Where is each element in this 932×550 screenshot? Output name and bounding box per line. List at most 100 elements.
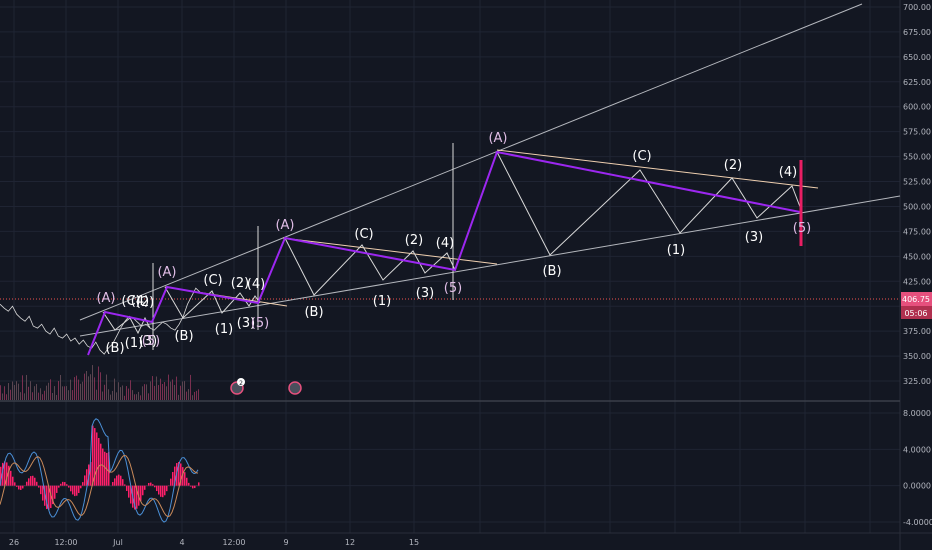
macd-hist-bar: [150, 482, 152, 486]
price-tick-label: 475.00: [903, 227, 931, 236]
volume-bar: [162, 384, 163, 400]
macd-hist-bar: [118, 474, 120, 486]
volume-bar: [78, 379, 79, 400]
macd-hist-bar: [14, 482, 16, 486]
macd-hist-bar: [182, 467, 184, 486]
price-tick-label: 550.00: [903, 153, 931, 162]
volume-bar: [38, 392, 39, 400]
wave-label: (B): [105, 341, 124, 356]
time-axis[interactable]: 26 12:00 Jul 4 12:00 9 12 15: [9, 538, 419, 547]
macd-hist-bar: [48, 485, 50, 510]
macd-hist-bar: [160, 485, 162, 497]
macd-hist-bar: [116, 475, 118, 486]
wave-label: (4): [779, 165, 797, 180]
volume-bar: [180, 385, 181, 400]
macd-hist-bar: [180, 463, 182, 486]
volume-bar: [80, 383, 81, 400]
channel-upper-line[interactable]: [79, 3, 863, 321]
volume-bar: [134, 394, 135, 400]
macd-hist-bar: [86, 469, 88, 486]
macd-hist-bar: [6, 462, 8, 486]
macd-hist-bar: [90, 461, 92, 486]
volume-bar: [60, 374, 61, 400]
volume-bar: [140, 395, 141, 400]
volume-bar: [174, 384, 175, 400]
volume-bar: [28, 386, 29, 400]
trendline-wave-3[interactable]: [496, 149, 819, 189]
time-tick-label: 9: [283, 538, 288, 547]
macd-hist-bar: [166, 485, 168, 492]
volume-bar: [182, 381, 183, 400]
wave-zigzag-2[interactable]: [284, 237, 456, 296]
macd-hist-bar: [42, 485, 44, 501]
macd-hist-bar: [126, 485, 128, 491]
macd-hist-bar: [66, 484, 68, 486]
volume-bar: [114, 378, 115, 400]
macd-hist-bar: [92, 425, 94, 486]
wave-label: (3): [745, 230, 763, 245]
price-tick-label: 700.00: [903, 3, 931, 12]
volume-bar: [50, 379, 51, 400]
wave-label: (B): [174, 329, 193, 344]
macd-hist-bar: [96, 432, 98, 486]
volume-bar: [12, 381, 13, 400]
volume-bar: [158, 385, 159, 400]
macd-hist-bar: [152, 484, 154, 486]
wave-impulse-purple[interactable]: [87, 150, 801, 356]
macd-tick-label: 8.0000: [903, 409, 931, 418]
wave-zigzag-3[interactable]: [496, 151, 803, 256]
volume-bar: [156, 376, 157, 400]
macd-hist-bar: [174, 466, 176, 486]
current-price-value: 406.75: [902, 295, 930, 304]
wave-label: (1): [125, 336, 143, 351]
volume-bar: [184, 381, 185, 400]
volume-bar: [56, 394, 57, 400]
volume-bar: [68, 390, 69, 400]
macd-hist-bar: [8, 465, 10, 486]
trendline-wave-2[interactable]: [282, 237, 498, 265]
price-tick-label: 525.00: [903, 178, 931, 187]
event-badge-1[interactable]: 2: [230, 378, 245, 395]
time-tick-label: 12: [345, 538, 355, 547]
macd-hist-bar: [62, 481, 64, 486]
wave-zigzag-1[interactable]: [164, 286, 261, 319]
price-tick-label: 500.00: [903, 202, 931, 211]
wave-label: (C): [121, 294, 140, 309]
wave-label: (4): [436, 236, 454, 251]
macd-hist-bar: [64, 482, 66, 486]
macd-tick-label: 4.0000: [903, 445, 931, 454]
macd-axis[interactable]: 8.0000 4.0000 0.0000 -4.0000: [903, 409, 932, 527]
macd-hist-bar: [134, 485, 136, 510]
volume-bar: [62, 386, 63, 400]
macd-hist-bar: [4, 461, 6, 486]
volume-bar: [100, 372, 101, 400]
volume-bar: [118, 382, 119, 400]
channel-lower-line[interactable]: [79, 195, 901, 337]
price-tick-label: 600.00: [903, 103, 931, 112]
volume-bar: [8, 383, 9, 400]
time-tick-label: Jul: [112, 538, 123, 547]
volume-bar: [128, 388, 129, 400]
macd-hist-bar: [158, 485, 160, 495]
wave-label: (1): [373, 294, 391, 309]
macd-hist-bar: [94, 428, 96, 486]
volume-bar: [178, 394, 179, 400]
volume-bar: [112, 390, 113, 400]
macd-tick-label: 0.0000: [903, 482, 931, 491]
price-tick-label: 325.00: [903, 377, 931, 386]
wave-label: (3): [139, 334, 157, 349]
volume-bar: [192, 395, 193, 400]
event-badge-2[interactable]: [288, 381, 302, 395]
macd-hist-bar: [170, 478, 172, 486]
wave-label: (C): [632, 149, 651, 164]
volume-bar: [42, 394, 43, 400]
wave-label: (5): [793, 221, 811, 236]
macd-hist-bar: [84, 475, 86, 486]
volume-bar: [26, 374, 27, 400]
macd-hist-bar: [70, 485, 72, 492]
macd-hist-bar: [114, 478, 116, 486]
macd-pane: [0, 418, 200, 523]
price-tick-label: 675.00: [903, 28, 931, 37]
volume-bars: [0, 365, 199, 400]
event-badge-1-count-bg: [237, 378, 245, 386]
